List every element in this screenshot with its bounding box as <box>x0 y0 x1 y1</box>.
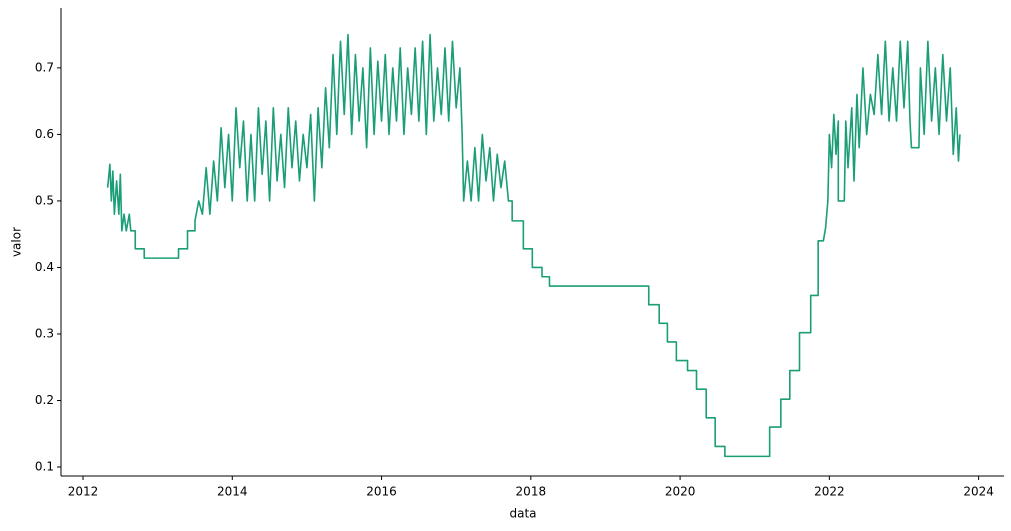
y-tick-label: 0.3 <box>35 326 54 340</box>
data-line <box>106 33 961 458</box>
x-tick-label: 2024 <box>963 485 994 499</box>
x-tick-label: 2020 <box>665 485 696 499</box>
x-tick-label: 2022 <box>814 485 845 499</box>
y-tick-label: 0.4 <box>35 260 54 274</box>
y-tick-label: 0.1 <box>35 460 54 474</box>
x-tick-label: 2012 <box>68 485 99 499</box>
y-tick-label: 0.7 <box>35 60 54 74</box>
x-tick-label: 2014 <box>217 485 248 499</box>
y-tick-label: 0.5 <box>35 193 54 207</box>
y-tick-label: 0.6 <box>35 127 54 141</box>
y-tick-label: 0.2 <box>35 393 54 407</box>
x-tick-label: 2016 <box>366 485 397 499</box>
y-axis-label: valor <box>10 227 24 257</box>
x-tick-label: 2018 <box>516 485 547 499</box>
x-axis-label: data <box>509 507 536 521</box>
